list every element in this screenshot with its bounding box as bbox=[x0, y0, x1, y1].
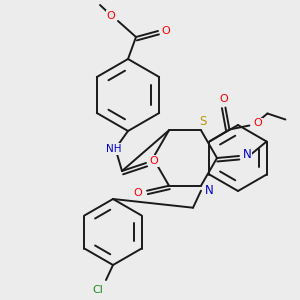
Text: NH: NH bbox=[106, 144, 122, 154]
Text: O: O bbox=[106, 11, 116, 21]
Text: O: O bbox=[162, 26, 170, 36]
Text: O: O bbox=[134, 188, 142, 198]
Text: S: S bbox=[199, 115, 207, 128]
Text: N: N bbox=[205, 184, 213, 197]
Text: O: O bbox=[150, 156, 158, 166]
Text: O: O bbox=[219, 94, 228, 103]
Text: O: O bbox=[253, 118, 262, 128]
Text: Cl: Cl bbox=[93, 285, 104, 295]
Text: N: N bbox=[243, 148, 251, 160]
